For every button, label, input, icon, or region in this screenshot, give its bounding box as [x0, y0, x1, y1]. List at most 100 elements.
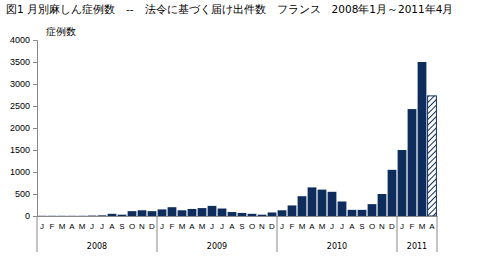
- x-tick: N: [259, 216, 265, 231]
- x-tick-label: S: [359, 222, 364, 231]
- x-tick: J: [160, 216, 164, 231]
- x-tick-label: M: [299, 222, 306, 231]
- group-label: 2010: [327, 242, 347, 251]
- bar: [248, 214, 257, 216]
- x-tick-label: J: [340, 222, 344, 231]
- bar: [428, 96, 437, 216]
- x-tick-label: M: [419, 222, 426, 231]
- y-axis: 0 500 1000 1500 2000 2500 3000 3500 4000: [10, 35, 38, 221]
- x-tick-label: D: [269, 222, 275, 231]
- x-tick-label: M: [79, 222, 86, 231]
- x-tick: J: [100, 216, 104, 231]
- y-tick: 1500: [10, 145, 37, 155]
- x-tick-label: J: [40, 222, 44, 231]
- x-tick: O: [369, 216, 375, 231]
- x-tick-label: D: [389, 222, 395, 231]
- x-tick: M: [79, 216, 86, 231]
- y-tick-label: 0: [25, 211, 30, 221]
- group-separator: [277, 216, 278, 252]
- y-tick-mark: [33, 40, 37, 41]
- group-label: 2009: [207, 242, 227, 251]
- y-tick-mark: [33, 128, 37, 129]
- bar: [418, 62, 427, 216]
- x-tick: J: [280, 216, 284, 231]
- group-label: 2008: [87, 242, 107, 251]
- y-tick-label: 1000: [10, 167, 30, 177]
- y-tick-mark: [33, 172, 37, 173]
- bar: [278, 210, 287, 216]
- bar: [178, 210, 187, 216]
- y-tick: 2000: [10, 123, 37, 133]
- bar: [88, 215, 97, 216]
- bar: [168, 207, 177, 216]
- x-tick: O: [249, 216, 255, 231]
- bar: [318, 190, 327, 216]
- bar: [58, 215, 67, 216]
- y-tick: 4000: [10, 35, 37, 45]
- x-tick-label: J: [280, 222, 284, 231]
- bar: [308, 187, 317, 216]
- x-tick-label: N: [379, 222, 385, 231]
- x-tick-label: J: [160, 222, 164, 231]
- x-tick-label: J: [330, 222, 334, 231]
- bar: [408, 109, 417, 216]
- x-tick-label: F: [50, 222, 55, 231]
- x-tick: D: [269, 216, 275, 231]
- bar: [148, 211, 157, 216]
- y-tick-label: 1500: [10, 145, 30, 155]
- y-tick-label: 4000: [10, 35, 30, 45]
- x-tick: S: [359, 216, 364, 231]
- y-tick: 3500: [10, 57, 37, 67]
- x-tick-label: J: [210, 222, 214, 231]
- bar: [108, 214, 117, 216]
- bar: [348, 210, 357, 216]
- y-tick: 3000: [10, 79, 37, 89]
- x-tick: F: [170, 216, 175, 231]
- x-tick: A: [229, 216, 235, 231]
- x-tick: F: [50, 216, 55, 231]
- bar: [38, 215, 47, 216]
- y-tick: 500: [15, 189, 37, 199]
- x-tick: J: [220, 216, 224, 231]
- x-tick: M: [299, 216, 306, 231]
- x-tick-label: A: [229, 222, 235, 231]
- bar: [78, 215, 87, 216]
- x-tick-label: A: [309, 222, 315, 231]
- group-label: 2011: [407, 242, 427, 251]
- x-tick-label: J: [220, 222, 224, 231]
- x-tick-label: A: [189, 222, 195, 231]
- x-tick: A: [69, 216, 75, 231]
- bar: [208, 206, 217, 216]
- chart: 図1 月別麻しん症例数 -- 法令に基づく届け出件数 フランス 2008年1月～…: [0, 0, 487, 263]
- x-tick-label: F: [410, 222, 415, 231]
- bar: [128, 211, 137, 216]
- bars: [38, 62, 437, 216]
- bar: [68, 215, 77, 216]
- x-tick-label: O: [129, 222, 135, 231]
- x-tick: D: [149, 216, 155, 231]
- y-tick-mark: [33, 106, 37, 107]
- y-tick-label: 2500: [10, 101, 30, 111]
- x-tick-label: N: [139, 222, 145, 231]
- plot: 05001000150020002500300035004000JFMAMJJA…: [10, 35, 438, 252]
- bar: [258, 215, 267, 216]
- x-tick: S: [119, 216, 124, 231]
- x-tick-label: M: [59, 222, 66, 231]
- y-tick-mark: [33, 150, 37, 151]
- bar: [158, 209, 167, 216]
- x-tick-label: M: [319, 222, 326, 231]
- x-tick: M: [319, 216, 326, 231]
- x-tick-label: O: [369, 222, 375, 231]
- group-separator: [157, 216, 158, 252]
- bar: [368, 204, 377, 216]
- x-tick-label: S: [239, 222, 244, 231]
- x-tick-label: A: [69, 222, 75, 231]
- x-tick-label: A: [349, 222, 355, 231]
- x-tick: O: [129, 216, 135, 231]
- x-tick-label: N: [259, 222, 265, 231]
- x-tick-label: O: [249, 222, 255, 231]
- x-tick: J: [400, 216, 404, 231]
- x-tick-label: J: [90, 222, 94, 231]
- x-tick: M: [419, 216, 426, 231]
- x-tick-label: S: [119, 222, 124, 231]
